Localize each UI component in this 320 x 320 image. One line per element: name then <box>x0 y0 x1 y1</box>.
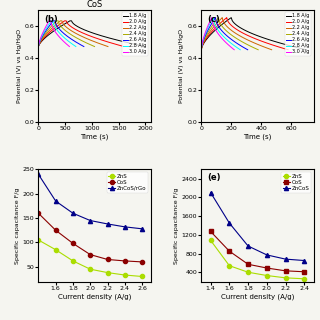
ZnCoS <box>284 257 287 261</box>
ZnCoS/rGo <box>71 211 75 215</box>
CoS <box>106 258 109 261</box>
Text: (b): (b) <box>44 15 58 24</box>
Line: ZnS: ZnS <box>36 238 144 279</box>
Line: ZnCoS/rGo: ZnCoS/rGo <box>36 172 144 231</box>
Y-axis label: Potential (V) vs Hg/HgO: Potential (V) vs Hg/HgO <box>17 29 21 103</box>
Legend: ZnS, CoS, ZnCoS: ZnS, CoS, ZnCoS <box>281 172 311 193</box>
ZnCoS <box>209 191 212 195</box>
CoS <box>265 266 269 270</box>
Legend: 1.8 A/g, 2.0 A/g, 2.2 A/g, 2.4 A/g, 2.6 A/g, 2.8 A/g, 3.0 A/g: 1.8 A/g, 2.0 A/g, 2.2 A/g, 2.4 A/g, 2.6 … <box>122 12 148 56</box>
ZnCoS/rGo <box>54 199 58 203</box>
ZnS <box>71 259 75 263</box>
ZnCoS <box>246 244 250 248</box>
ZnS <box>265 274 269 277</box>
ZnS <box>246 270 250 274</box>
Line: CoS: CoS <box>209 229 306 274</box>
Y-axis label: Potential (V) vs Hg/HgO: Potential (V) vs Hg/HgO <box>180 29 184 103</box>
Line: ZnCoS: ZnCoS <box>209 190 306 263</box>
Y-axis label: Specific capacitance F/g: Specific capacitance F/g <box>15 187 20 264</box>
CoS <box>88 253 92 257</box>
ZnCoS/rGo <box>88 219 92 222</box>
X-axis label: Current density (A/g): Current density (A/g) <box>221 293 294 300</box>
CoS <box>209 229 212 233</box>
Legend: 1.8 A/g, 2.0 A/g, 2.2 A/g, 2.4 A/g, 2.6 A/g, 2.8 A/g, 3.0 A/g: 1.8 A/g, 2.0 A/g, 2.2 A/g, 2.4 A/g, 2.6 … <box>284 12 311 56</box>
CoS <box>284 269 287 273</box>
X-axis label: Current density (A/g): Current density (A/g) <box>58 293 131 300</box>
CoS <box>123 259 127 263</box>
Line: CoS: CoS <box>36 211 144 264</box>
Title: CoS: CoS <box>86 0 103 9</box>
ZnS <box>284 276 287 280</box>
CoS <box>228 249 231 253</box>
ZnS <box>209 238 212 242</box>
ZnCoS/rGo <box>106 222 109 226</box>
ZnCoS/rGo <box>140 227 144 231</box>
ZnS <box>140 275 144 278</box>
ZnCoS/rGo <box>36 172 40 176</box>
ZnS <box>123 273 127 277</box>
Text: (e): (e) <box>207 172 220 181</box>
ZnS <box>106 271 109 275</box>
ZnCoS/rGo <box>123 225 127 229</box>
Text: (c): (c) <box>207 15 220 24</box>
Line: ZnS: ZnS <box>209 238 306 281</box>
ZnCoS <box>265 253 269 257</box>
ZnS <box>36 238 40 242</box>
ZnS <box>88 267 92 271</box>
CoS <box>71 242 75 245</box>
ZnCoS <box>228 221 231 225</box>
CoS <box>246 262 250 266</box>
CoS <box>54 228 58 232</box>
ZnCoS <box>302 259 306 262</box>
Y-axis label: Specific capacitance F/g: Specific capacitance F/g <box>173 187 179 264</box>
X-axis label: Time (s): Time (s) <box>80 134 109 140</box>
ZnS <box>302 277 306 281</box>
CoS <box>302 270 306 274</box>
CoS <box>36 211 40 215</box>
ZnS <box>54 248 58 252</box>
CoS <box>140 260 144 264</box>
X-axis label: Time (s): Time (s) <box>243 134 272 140</box>
ZnS <box>228 264 231 268</box>
Legend: ZnS, CoS, ZnCoS/rGo: ZnS, CoS, ZnCoS/rGo <box>107 172 148 193</box>
